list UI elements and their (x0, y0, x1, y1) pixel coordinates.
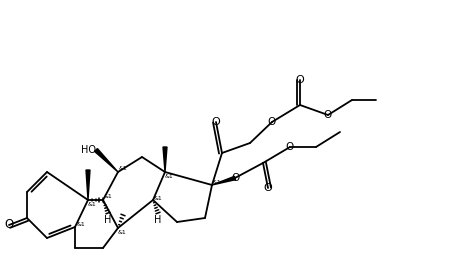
Text: HO: HO (81, 145, 96, 155)
Text: O: O (4, 219, 13, 231)
Text: H: H (154, 215, 162, 225)
Text: &1: &1 (88, 203, 97, 207)
Text: H: H (104, 215, 112, 225)
Text: &1: &1 (77, 222, 85, 228)
Polygon shape (212, 176, 236, 185)
Polygon shape (163, 147, 167, 172)
Text: &1: &1 (118, 230, 127, 236)
Text: &1: &1 (103, 195, 112, 199)
Text: &1: &1 (164, 174, 173, 180)
Text: O: O (264, 183, 273, 193)
Text: O: O (324, 110, 332, 120)
Text: O: O (231, 173, 239, 183)
Text: O: O (268, 117, 276, 127)
Text: &1: &1 (213, 181, 221, 186)
Text: &1: &1 (119, 166, 128, 172)
Text: &1: &1 (154, 196, 162, 200)
Polygon shape (86, 170, 90, 200)
Text: O: O (296, 75, 304, 85)
Text: O: O (286, 142, 294, 152)
Text: O: O (212, 117, 220, 127)
Polygon shape (95, 149, 118, 172)
